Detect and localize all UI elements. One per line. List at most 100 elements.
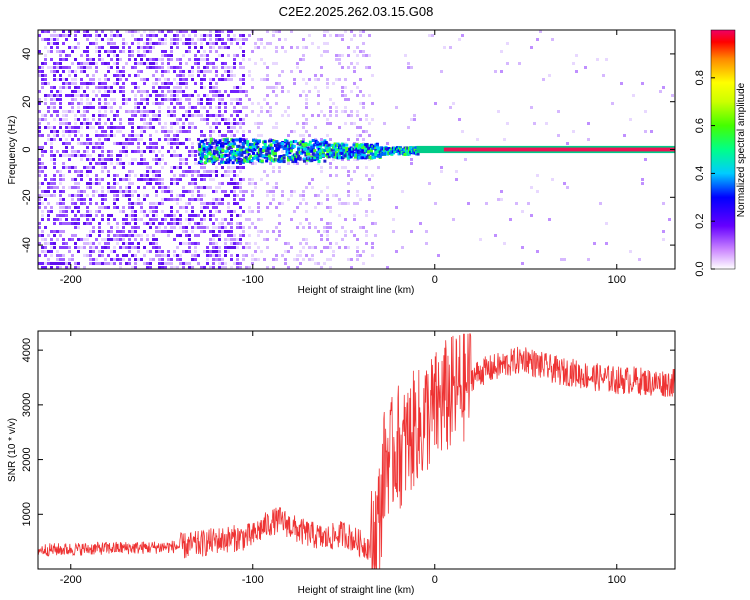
spectrogram-cell: [185, 118, 188, 121]
spectrogram-cell: [47, 66, 50, 69]
spectrogram-cell: [194, 182, 197, 185]
spectrogram-cell: [38, 122, 41, 125]
spectrogram-cell: [263, 141, 267, 145]
spectrogram-cell: [44, 254, 47, 257]
spectrogram-cell: [104, 74, 107, 77]
spectrogram-cell: [95, 38, 98, 41]
spectrogram-cell: [80, 122, 83, 125]
spectrogram-cell: [197, 74, 200, 77]
spectrogram-cell: [221, 114, 224, 117]
spectrogram-cell: [239, 190, 242, 193]
spectrogram-cell: [89, 214, 92, 217]
spectrogram-cell: [256, 145, 260, 149]
spectrogram-cell: [116, 194, 119, 197]
spectrogram-cell: [119, 86, 122, 89]
spectrogram-cell: [83, 30, 86, 33]
spectrogram-cell: [62, 222, 65, 225]
spectrogram-cell: [257, 126, 260, 129]
spectrogram-cell: [59, 126, 62, 129]
spectrogram-cell: [161, 30, 164, 33]
spectrogram-cell: [77, 150, 80, 153]
spectrogram-cell: [179, 218, 182, 221]
spectrogram-cell: [71, 82, 74, 85]
spectrogram-cell: [110, 162, 113, 165]
spectrogram-cell: [191, 154, 194, 157]
spectrogram-cell: [104, 78, 107, 81]
spectrogram-cell: [167, 250, 170, 253]
spectrogram-cell: [268, 154, 272, 158]
spectrogram-cell: [188, 106, 191, 109]
spectrogram-cell: [362, 54, 365, 57]
spectrogram-cell: [275, 238, 278, 241]
spectrogram-cell: [245, 154, 248, 157]
spectrogram-cell: [116, 242, 119, 245]
spectrogram-cell: [233, 66, 236, 69]
spectrogram-cell: [149, 66, 152, 69]
spectrogram-cell: [131, 134, 134, 137]
spectrogram-cell: [260, 218, 263, 221]
spectrogram-cell: [74, 202, 77, 205]
spectrogram-cell: [356, 54, 359, 57]
spectrogram-cell: [185, 230, 188, 233]
spectrogram-cell: [266, 182, 269, 185]
spectrogram-cell: [56, 50, 59, 53]
spectrogram-cell: [188, 262, 191, 265]
spectrogram-cell: [212, 62, 215, 65]
spectrogram-cell: [113, 250, 116, 253]
spectrogram-cell: [80, 142, 83, 145]
spectrogram-cell: [65, 94, 68, 97]
spectrogram-cell: [596, 58, 599, 61]
spectrogram-cell: [113, 134, 116, 137]
spectrogram-cell: [587, 138, 590, 141]
spectrogram-cell: [185, 250, 188, 253]
spectrogram-cell: [170, 218, 173, 221]
spectrogram-cell: [245, 254, 248, 257]
spectrogram-cell: [47, 38, 50, 41]
spectrogram-cell: [353, 82, 356, 85]
spectrogram-cell: [302, 90, 305, 93]
spectrogram-cell: [80, 78, 83, 81]
spectrogram-cell: [122, 190, 125, 193]
spectrogram-cell: [191, 210, 194, 213]
spectrogram-cell: [188, 218, 191, 221]
spectrogram-cell: [68, 194, 71, 197]
spectrogram-cell: [368, 194, 371, 197]
spectrogram-cell: [245, 38, 248, 41]
spectrogram-cell: [254, 162, 257, 165]
spectrogram-cell: [206, 258, 209, 261]
spectrogram-cell: [212, 190, 215, 193]
spectrogram-cell: [149, 210, 152, 213]
spectrogram-cell: [239, 98, 242, 101]
spectrogram-cell: [176, 30, 179, 33]
spectrogram-cell: [344, 106, 347, 109]
spectrogram-cell: [362, 42, 365, 45]
spectrogram-cell: [164, 94, 167, 97]
spectrogram-cell: [407, 126, 410, 129]
spectrogram-cell: [155, 102, 158, 105]
spectrogram-cell: [110, 110, 113, 113]
spectrogram-cell: [98, 254, 101, 257]
spectrogram-cell: [584, 66, 587, 69]
spectrogram-cell: [149, 150, 152, 153]
spectrogram-cell: [638, 258, 641, 261]
spectrogram-cell: [62, 110, 65, 113]
spectrogram-cell: [152, 42, 155, 45]
spectrogram-cell: [272, 190, 275, 193]
spectrogram-cell: [59, 98, 62, 101]
spectrogram-cell: [140, 206, 143, 209]
spectrogram-cell: [266, 174, 269, 177]
spectrogram-cell: [458, 118, 461, 121]
spectrogram-cell: [225, 149, 229, 153]
spectrogram-cell: [182, 162, 185, 165]
spectrogram-cell: [104, 158, 107, 161]
spectrogram-cell: [125, 42, 128, 45]
spectrogram-cell: [375, 144, 379, 148]
spectrogram-cell: [71, 186, 74, 189]
spectrogram-cell: [194, 106, 197, 109]
spectrogram-cell: [212, 138, 215, 141]
spectrogram-cell: [203, 174, 206, 177]
spectrogram-cell: [206, 186, 209, 189]
spectrogram-cell: [146, 194, 149, 197]
spectrogram-cell: [275, 126, 278, 129]
spectrogram-cell: [68, 122, 71, 125]
